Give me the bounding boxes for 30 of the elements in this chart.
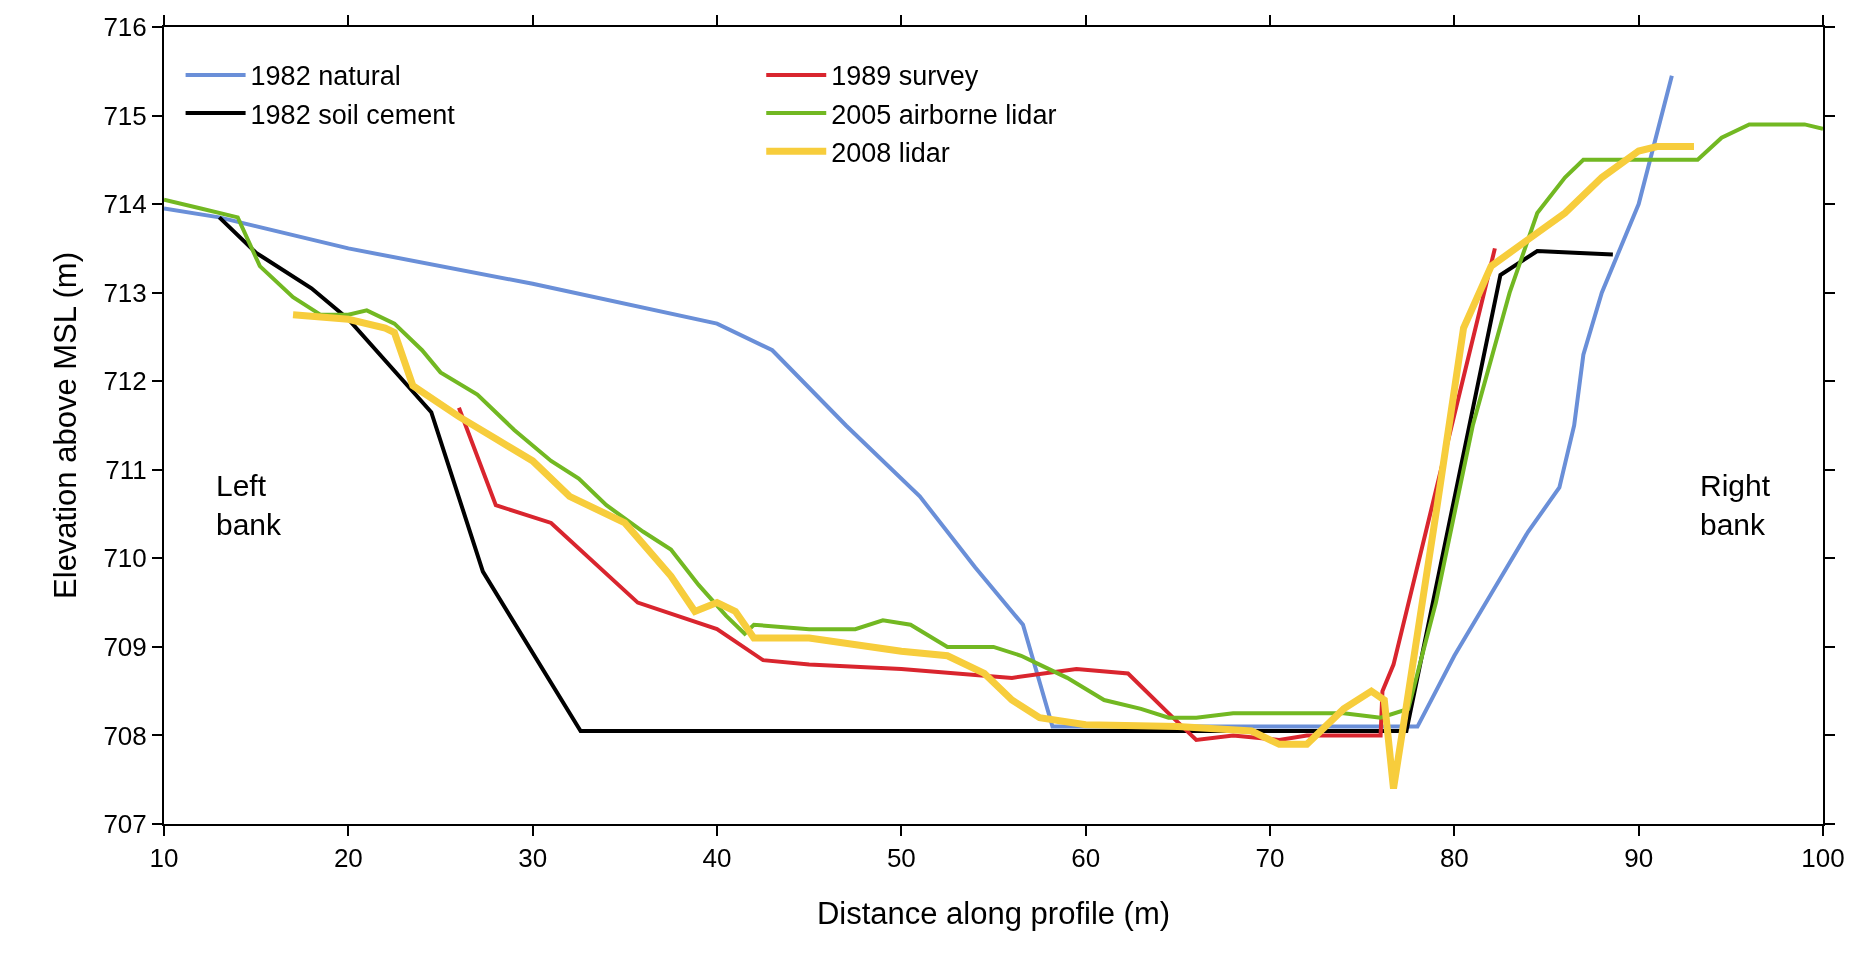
x-axis-title: Distance along profile (m) bbox=[816, 895, 1171, 931]
y-tick-label: 710 bbox=[103, 543, 147, 574]
y-axis-title: Elevation above MSL (m) bbox=[47, 252, 83, 599]
legend-label: 2008 lidar bbox=[831, 137, 950, 168]
legend-label: 1982 natural bbox=[250, 61, 401, 92]
y-tick-label: 715 bbox=[103, 100, 147, 131]
y-tick-label: 708 bbox=[103, 720, 147, 751]
x-tick-label: 90 bbox=[1624, 843, 1654, 874]
y-tick-label: 711 bbox=[105, 454, 147, 485]
legend-label: 1982 soil cement bbox=[250, 99, 456, 130]
y-tick-label: 716 bbox=[103, 12, 147, 43]
y-tick-label: 714 bbox=[103, 189, 147, 220]
x-tick-label: 100 bbox=[1801, 843, 1845, 874]
annotation: Left bank bbox=[216, 469, 283, 541]
y-tick-label: 713 bbox=[103, 277, 147, 308]
y-tick-label: 709 bbox=[103, 631, 147, 662]
x-tick-label: 30 bbox=[518, 843, 548, 874]
x-tick-label: 70 bbox=[1255, 843, 1285, 874]
x-tick-label: 40 bbox=[702, 843, 732, 874]
y-tick-label: 712 bbox=[103, 366, 147, 397]
x-tick-label: 10 bbox=[149, 843, 179, 874]
line-series bbox=[164, 122, 1823, 720]
x-tick-label: 20 bbox=[333, 843, 363, 874]
annotation: Right bank bbox=[1700, 469, 1771, 541]
y-tick-label: 707 bbox=[103, 809, 147, 840]
x-tick-label: 80 bbox=[1439, 843, 1469, 874]
x-tick-label: 60 bbox=[1071, 843, 1101, 874]
legend-label: 1989 survey bbox=[831, 61, 979, 92]
x-tick-label: 50 bbox=[886, 843, 916, 874]
legend-label: 2005 airborne lidar bbox=[831, 99, 1057, 130]
